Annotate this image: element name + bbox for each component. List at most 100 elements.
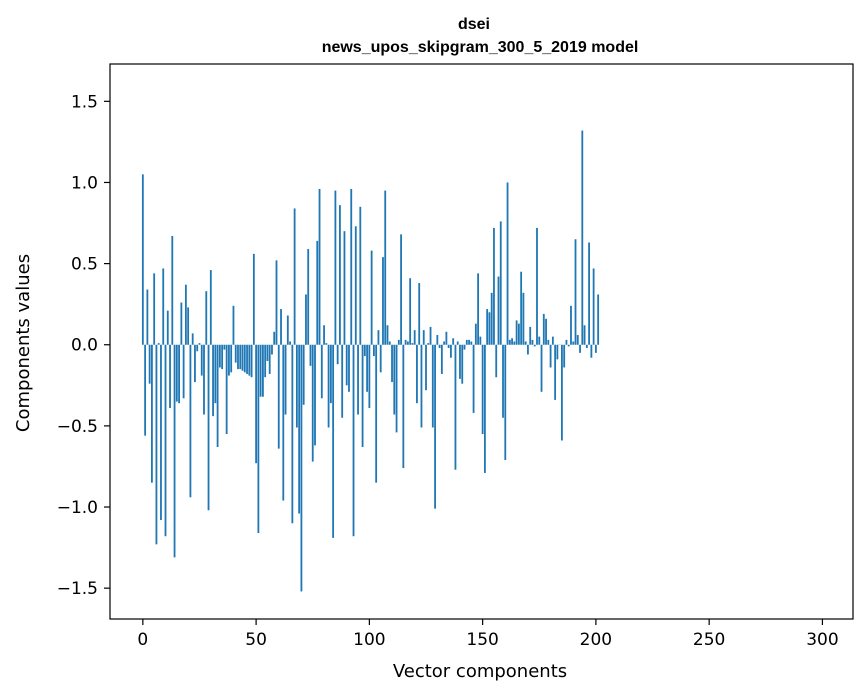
bar-126 — [427, 343, 430, 345]
x-tick-label: 250 — [693, 630, 725, 650]
bar-78 — [318, 188, 321, 345]
bar-84 — [332, 344, 335, 538]
bar-48 — [250, 344, 253, 378]
bar-136 — [450, 344, 452, 358]
bar-201 — [597, 294, 600, 345]
bar-176 — [540, 344, 543, 392]
bar-175 — [538, 336, 541, 345]
bar-181 — [551, 336, 554, 345]
bar-100 — [368, 344, 371, 409]
bar-12 — [169, 344, 171, 409]
bar-77 — [316, 240, 319, 345]
bar-20 — [187, 307, 190, 345]
bar-121 — [416, 344, 418, 404]
y-tick-label: 0.5 — [71, 255, 98, 275]
bar-49 — [252, 253, 255, 345]
bar-124 — [422, 330, 425, 345]
bar-198 — [590, 344, 593, 358]
bar-180 — [549, 344, 552, 368]
bar-114 — [400, 234, 402, 345]
bar-197 — [588, 242, 590, 345]
bar-119 — [411, 343, 414, 345]
y-tick-label: −1.0 — [57, 498, 98, 518]
bar-188 — [567, 344, 570, 347]
x-axis-ticks: 0 50 100 150 200 250 300 — [137, 619, 839, 650]
bar-113 — [397, 339, 400, 345]
bar-10 — [164, 344, 167, 537]
bar-193 — [579, 344, 581, 353]
bar-142 — [463, 344, 466, 350]
bar-134 — [445, 331, 448, 345]
bar-82 — [327, 344, 330, 428]
bar-135 — [447, 344, 450, 348]
bar-101 — [370, 250, 373, 345]
bar-162 — [508, 339, 511, 345]
bar-7 — [157, 343, 160, 345]
bar-58 — [273, 331, 276, 345]
bar-88 — [341, 344, 344, 418]
bar-8 — [160, 344, 162, 521]
bar-42 — [237, 344, 239, 370]
bar-111 — [393, 344, 396, 415]
bar-53 — [262, 344, 264, 397]
bar-145 — [470, 341, 473, 345]
y-tick-label: 1.0 — [71, 173, 98, 193]
bar-86 — [336, 344, 339, 365]
y-tick-label: 1.5 — [71, 92, 98, 112]
bar-33 — [216, 344, 219, 447]
bar-104 — [377, 330, 380, 345]
bar-108 — [386, 325, 389, 345]
bar-73 — [307, 249, 310, 345]
bar-182 — [554, 344, 557, 400]
bar-1 — [144, 344, 147, 436]
bar-192 — [576, 335, 579, 345]
bar-146 — [472, 344, 475, 413]
bar-172 — [531, 339, 534, 345]
bar-141 — [461, 344, 464, 384]
bar-22 — [191, 333, 194, 345]
bar-87 — [339, 205, 341, 345]
bar-35 — [221, 344, 224, 370]
bar-62 — [282, 344, 285, 501]
bar-28 — [205, 291, 208, 345]
bar-133 — [443, 341, 446, 345]
bar-154 — [490, 292, 493, 345]
bar-59 — [275, 260, 278, 345]
bar-165 — [515, 320, 518, 345]
bar-79 — [320, 344, 323, 399]
bar-67 — [293, 208, 296, 345]
bar-93 — [352, 344, 355, 537]
bar-90 — [345, 344, 348, 386]
bar-34 — [218, 344, 221, 368]
bar-149 — [479, 336, 482, 345]
bar-46 — [246, 344, 248, 374]
bar-76 — [314, 344, 316, 446]
bar-95 — [357, 344, 359, 415]
bar-187 — [565, 339, 568, 345]
bar-186 — [563, 344, 566, 368]
bar-190 — [572, 341, 575, 345]
bar-89 — [343, 231, 346, 345]
bar-150 — [481, 344, 484, 434]
bar-29 — [207, 344, 210, 511]
bar-54 — [264, 344, 267, 378]
bar-105 — [379, 344, 382, 373]
y-tick-label: −0.5 — [57, 417, 98, 437]
x-axis-label: Vector components — [393, 661, 567, 682]
bar-52 — [259, 344, 262, 397]
bar-14 — [173, 344, 176, 558]
bar-50 — [255, 344, 258, 464]
bar-118 — [409, 278, 412, 345]
bar-147 — [474, 323, 477, 345]
y-axis-ticks: −1.5 −1.0 −0.5 0.0 0.5 1.0 1.5 — [57, 92, 110, 599]
bar-183 — [556, 344, 559, 360]
bar-65 — [289, 341, 291, 345]
bar-127 — [429, 326, 432, 345]
bar-164 — [513, 341, 516, 345]
bar-98 — [363, 344, 366, 357]
chart-subtitle: news_upos_skipgram_300_5_2019 model — [322, 39, 639, 56]
bar-5 — [153, 273, 156, 345]
bar-157 — [497, 276, 500, 345]
